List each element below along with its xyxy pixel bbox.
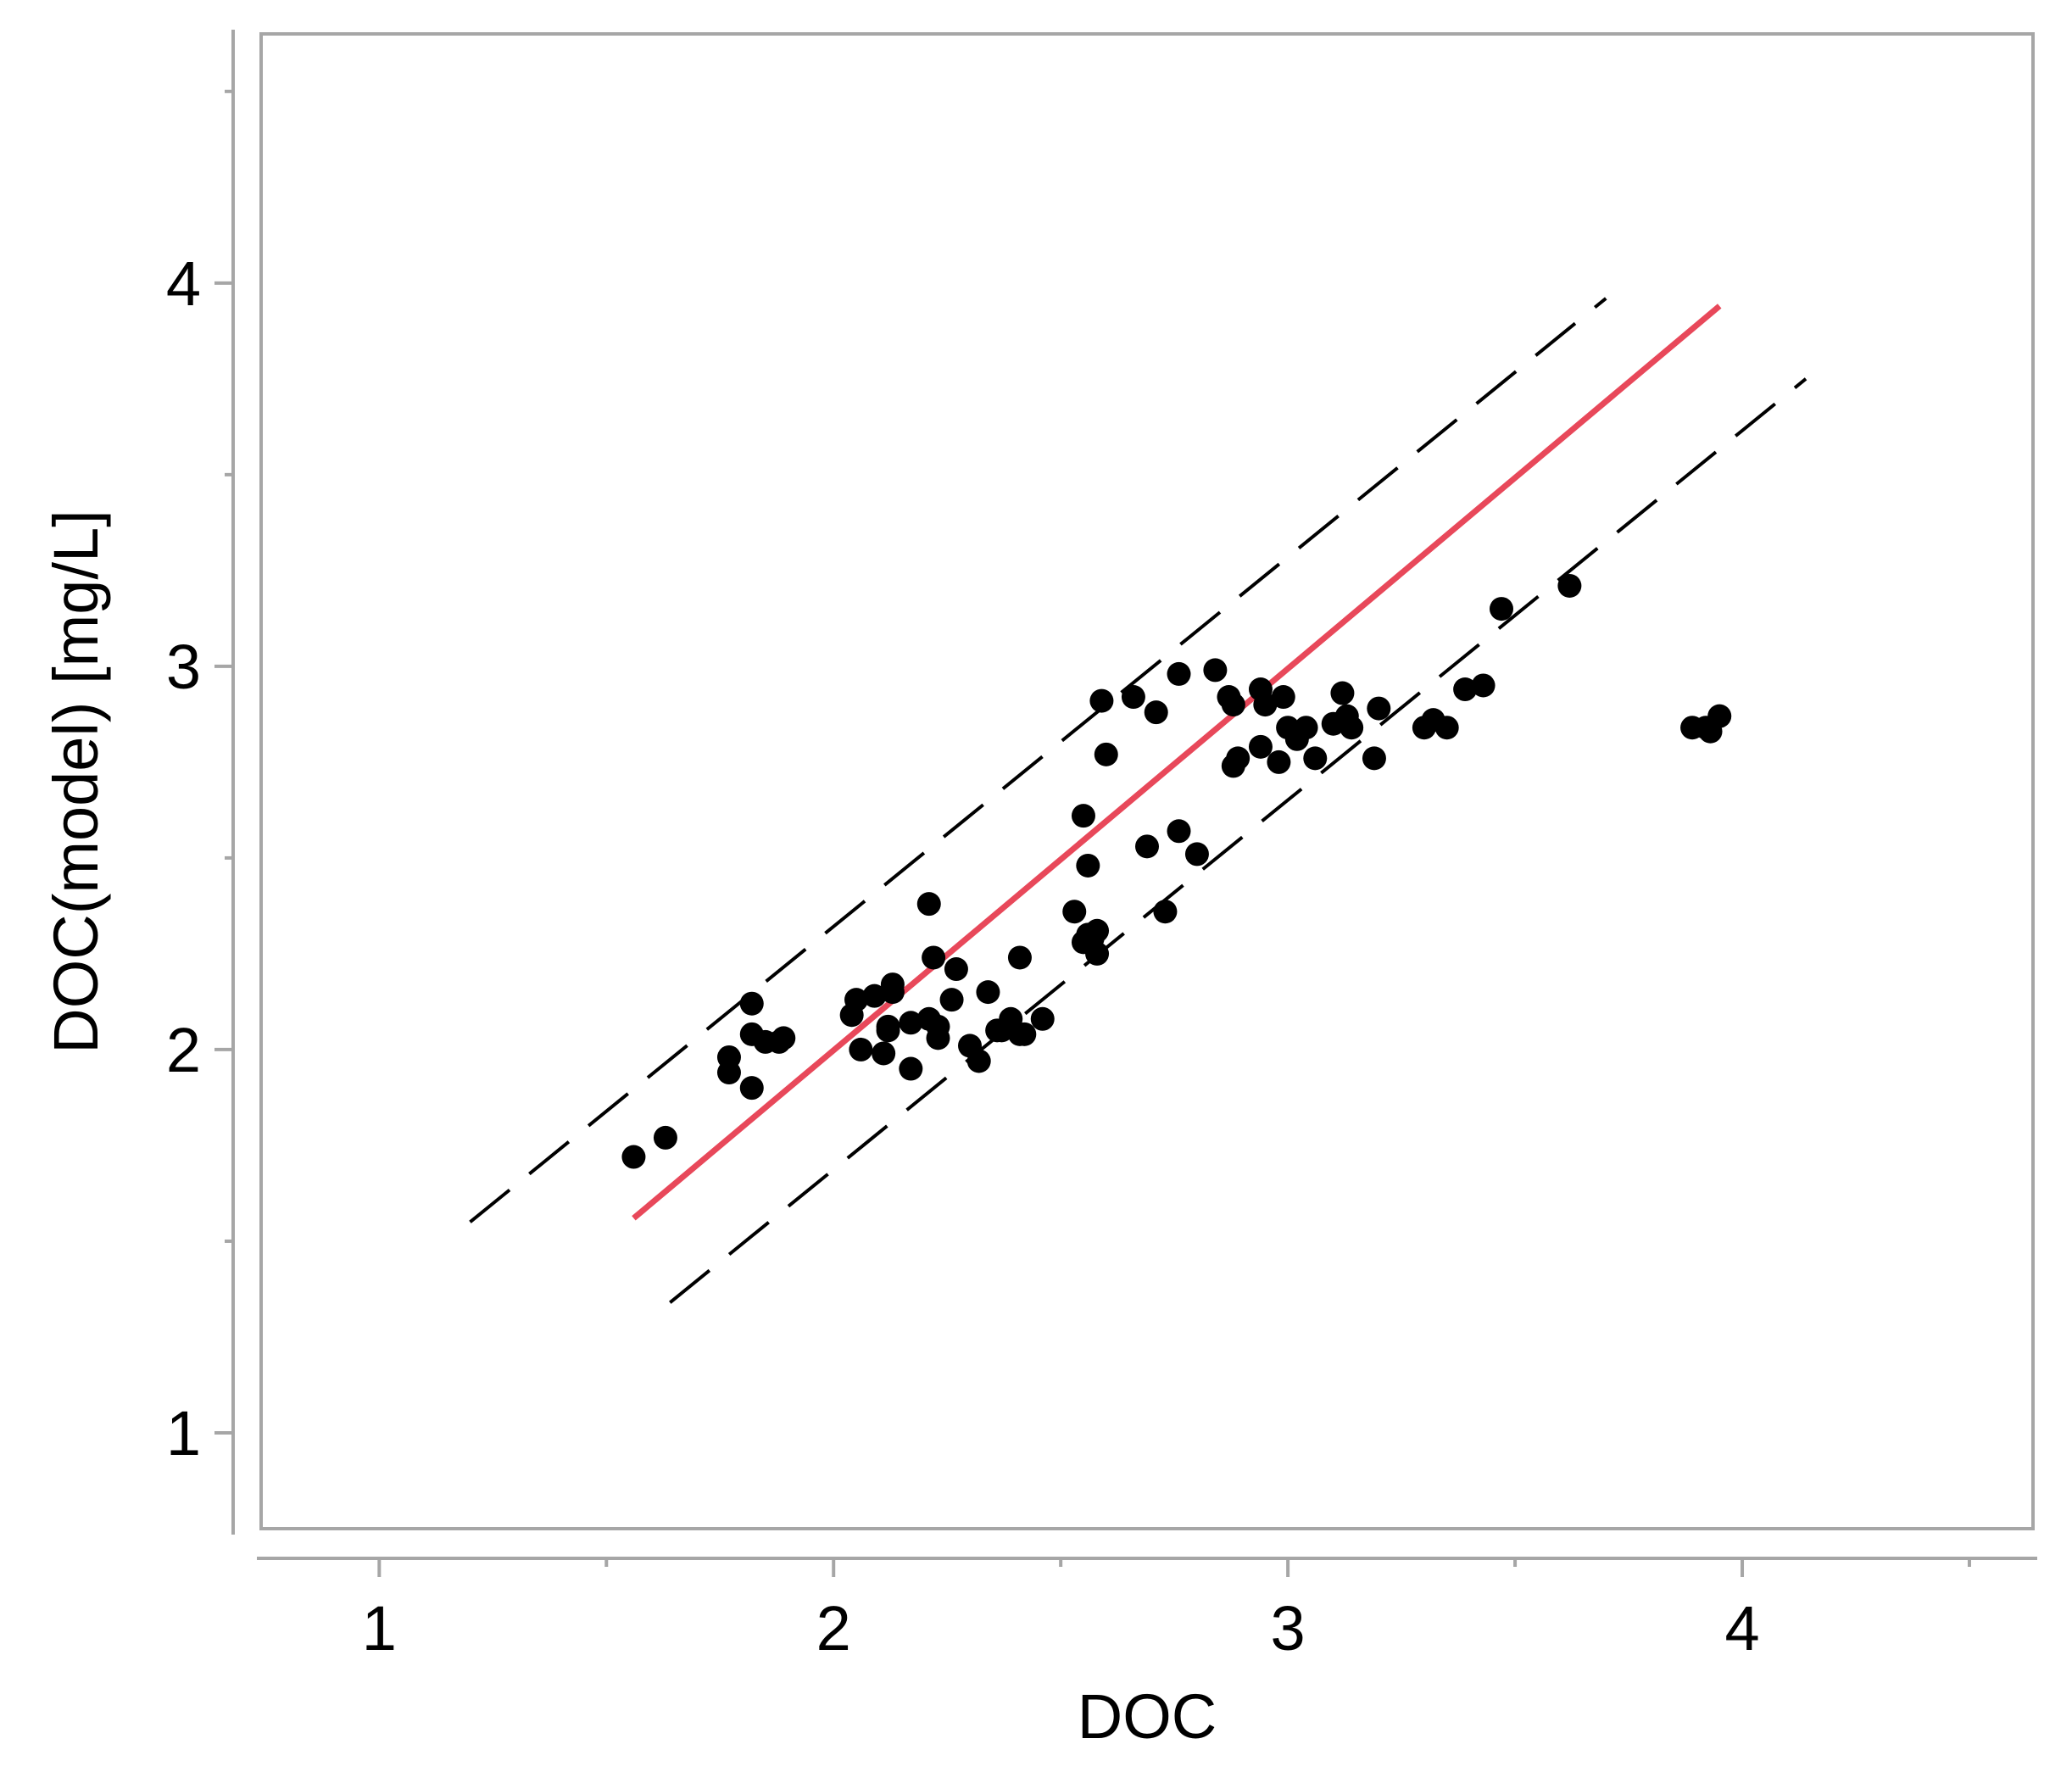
data-point: [653, 1125, 677, 1150]
data-point: [1121, 685, 1145, 710]
data-point: [621, 1145, 646, 1169]
data-point: [844, 988, 869, 1012]
y-tick-label: 1: [166, 1398, 201, 1468]
data-point: [1085, 941, 1110, 966]
data-point: [939, 988, 964, 1012]
data-point: [1557, 573, 1582, 598]
data-point: [1434, 716, 1459, 740]
y-axis: 1 2 3 4: [166, 30, 235, 1535]
y-tick-label: 3: [166, 632, 201, 702]
data-point: [966, 1049, 991, 1073]
data-point: [976, 980, 1000, 1005]
data-point: [880, 972, 905, 997]
data-point: [1490, 597, 1513, 621]
data-point: [1071, 804, 1095, 828]
data-point: [1167, 661, 1191, 686]
fit-line-group: [632, 304, 1722, 1221]
data-point: [1330, 681, 1355, 705]
data-point: [1135, 834, 1159, 859]
plot-frame: [259, 32, 2035, 1530]
data-point: [1089, 688, 1114, 713]
data-point: [1267, 749, 1291, 774]
data-point: [1303, 746, 1328, 771]
x-tick-label: 1: [362, 1593, 397, 1663]
data-point: [1144, 700, 1168, 725]
data-point: [1226, 746, 1250, 771]
data-point: [872, 1041, 896, 1066]
data-point: [1085, 918, 1110, 943]
data-point: [1362, 746, 1386, 771]
x-tick-label: 2: [816, 1593, 851, 1663]
data-point: [876, 1014, 900, 1039]
x-axis: 1 2 3 4: [257, 1557, 2037, 1663]
data-point: [1471, 673, 1496, 698]
data-point: [1030, 1006, 1055, 1031]
data-point: [1248, 734, 1273, 759]
x-axis-title: DOC: [1078, 1681, 1217, 1752]
fit-line: [632, 304, 1722, 1221]
data-points: [621, 573, 1732, 1169]
data-point: [716, 1045, 741, 1069]
data-point: [944, 957, 968, 982]
data-point: [1076, 853, 1100, 878]
x-tick-label: 4: [1724, 1593, 1759, 1663]
data-point: [1153, 900, 1178, 924]
data-point: [1294, 716, 1318, 740]
data-point: [1707, 704, 1732, 728]
data-point: [1221, 693, 1245, 717]
data-point: [1271, 685, 1295, 710]
data-point: [849, 1037, 873, 1062]
data-point: [1340, 716, 1364, 740]
data-point: [1062, 900, 1087, 924]
data-point: [922, 945, 946, 970]
x-tick-label: 3: [1271, 1593, 1306, 1663]
data-point: [739, 1076, 764, 1101]
lower-band-line: [669, 377, 1807, 1304]
data-point: [1203, 658, 1228, 683]
data-point: [862, 984, 887, 1008]
data-point: [1253, 693, 1278, 717]
data-point: [916, 892, 941, 917]
y-tick-label: 4: [166, 248, 201, 319]
upper-band-line: [469, 297, 1607, 1223]
data-point: [771, 1026, 796, 1050]
data-point: [1167, 819, 1191, 844]
data-point: [1184, 842, 1209, 866]
y-tick-label: 2: [166, 1015, 201, 1085]
data-point: [899, 1056, 923, 1081]
y-axis-title: DOC(model) [mg/L]: [41, 510, 111, 1053]
data-point: [1007, 945, 1032, 970]
data-point: [926, 1026, 950, 1050]
data-point: [899, 1011, 923, 1035]
data-point: [1453, 677, 1478, 702]
data-point: [739, 991, 764, 1016]
data-point: [1094, 742, 1118, 766]
prediction-band-lines: [469, 297, 1807, 1304]
data-point: [1012, 1022, 1037, 1046]
data-point: [1367, 696, 1391, 721]
